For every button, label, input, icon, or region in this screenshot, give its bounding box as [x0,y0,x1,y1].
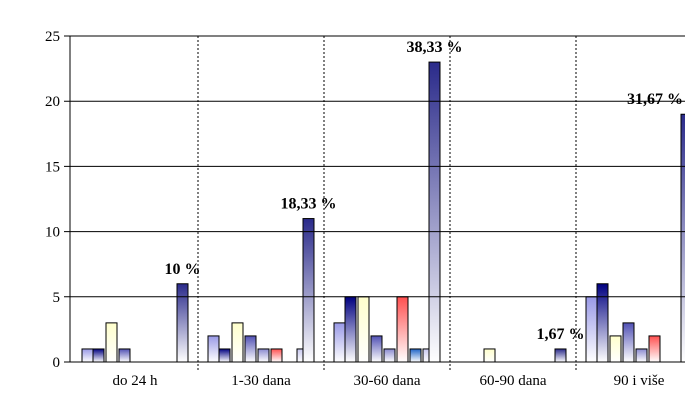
bar [270,348,283,363]
bar [622,322,635,363]
bar [207,335,220,363]
bar [680,113,685,363]
y-tick-label: 5 [53,290,61,306]
bar [357,296,370,363]
bar [92,348,105,363]
y-tick-label: 10 [45,225,60,241]
bar [483,348,496,363]
bar [554,348,567,363]
x-category-label: do 24 h [113,373,159,389]
y-tick-label: 20 [45,94,60,110]
y-tick-label: 0 [53,355,61,371]
x-axis-categories: do 24 h 1-30 dana 30-60 dana 60-90 dana 90 i… [113,373,665,389]
y-axis-ticks: 0 5 10 15 20 25 [45,29,685,371]
y-tick-label: 25 [45,29,60,45]
bar [370,335,383,363]
bar [218,348,231,363]
bar [596,283,609,363]
bar [344,296,357,363]
bar [648,335,661,363]
category-separators [197,36,577,372]
bar [383,348,396,363]
bar [585,296,598,363]
x-category-label: 30-60 dana [353,373,420,389]
bar [105,322,118,363]
bar [409,348,422,363]
percent-label: 31,67 % [627,91,683,108]
x-category-label: 90 i više [614,373,665,389]
bar [396,296,409,363]
bar [302,218,315,363]
bars [81,61,685,363]
percent-label: 38,33 % [407,39,463,56]
bar [333,322,346,363]
bar [81,348,94,363]
percent-label: 1,67 % [537,326,585,343]
percent-label: 18,33 % [281,196,337,213]
bar [176,283,189,363]
percent-label: 10 % [165,261,201,278]
bar [609,335,622,363]
bar [118,348,131,363]
y-tick-label: 15 [45,159,60,175]
bar [231,322,244,363]
bar [635,348,648,363]
x-category-label: 1-30 dana [231,373,291,389]
bar [257,348,270,363]
bar [428,61,441,363]
bar [244,335,257,363]
x-category-label: 60-90 dana [479,373,546,389]
percent-labels: 10 % 18,33 % 38,33 % 1,67 % 31,67 % [165,39,684,343]
